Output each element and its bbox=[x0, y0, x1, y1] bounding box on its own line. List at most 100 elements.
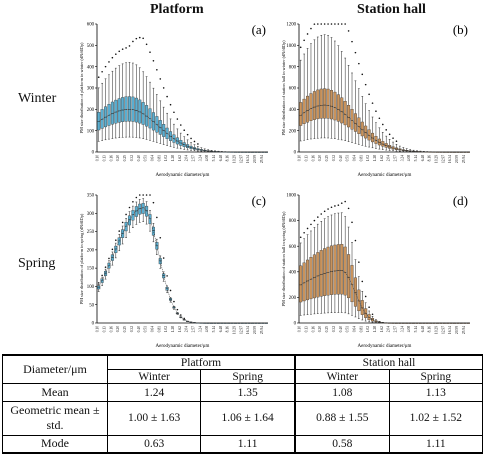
box bbox=[336, 94, 340, 122]
x-tick-label: 10.29 bbox=[233, 155, 237, 163]
y-tick-label: 50 bbox=[89, 303, 94, 308]
y-tick-label: 100 bbox=[87, 285, 95, 290]
box bbox=[97, 112, 101, 131]
outlier-point bbox=[375, 110, 377, 112]
box bbox=[104, 106, 108, 128]
box bbox=[141, 203, 145, 214]
x-tick-label: 2.57 bbox=[394, 155, 398, 161]
outlier-point bbox=[142, 194, 144, 196]
box bbox=[121, 97, 125, 122]
outlier-point bbox=[303, 231, 305, 234]
box bbox=[110, 101, 114, 125]
outlier-point bbox=[330, 23, 333, 25]
box bbox=[336, 244, 340, 295]
outlier-point bbox=[334, 23, 336, 25]
box bbox=[309, 257, 313, 300]
table-group-station-hall: Station hall bbox=[293, 354, 483, 371]
box bbox=[127, 96, 131, 122]
outlier-point bbox=[125, 213, 127, 216]
summary-table: Diameter/μm Platform Station hall Winter… bbox=[2, 354, 484, 454]
outlier-point bbox=[149, 194, 151, 196]
outlier-point bbox=[310, 223, 312, 226]
outlier-point bbox=[299, 46, 302, 49]
x-tick-label: 20.59 bbox=[455, 155, 459, 163]
box bbox=[145, 105, 149, 127]
table-cell: 1.11 bbox=[388, 434, 484, 454]
outlier-point bbox=[388, 133, 391, 136]
table-group-platform: Platform bbox=[106, 354, 296, 371]
box bbox=[312, 254, 316, 299]
x-tick-label: 0.51 bbox=[144, 155, 148, 161]
box bbox=[364, 308, 368, 318]
table-col-spring: Spring bbox=[388, 369, 484, 385]
box bbox=[326, 246, 330, 296]
x-tick-label: 0.32 bbox=[130, 155, 134, 161]
x-tick-label: 1.28 bbox=[171, 326, 175, 332]
outlier-point bbox=[152, 201, 155, 204]
x-tick-label: 8.16 bbox=[226, 326, 230, 332]
column-header-station-hall: Station hall bbox=[357, 2, 426, 17]
outlier-point bbox=[145, 43, 148, 46]
outlier-point bbox=[97, 282, 100, 284]
outlier-point bbox=[306, 33, 309, 35]
outlier-point bbox=[176, 308, 179, 311]
box bbox=[299, 265, 303, 303]
x-tick-label: 0.16 bbox=[311, 155, 315, 161]
outlier-point bbox=[364, 295, 367, 298]
y-tick-label: 150 bbox=[87, 267, 95, 272]
x-tick-label: 16.34 bbox=[448, 155, 452, 163]
x-tick-label: 12.97 bbox=[441, 155, 445, 163]
x-tick-label: 0.64 bbox=[352, 326, 356, 332]
box bbox=[145, 205, 149, 217]
x-tick-label: 10.29 bbox=[435, 326, 439, 334]
x-tick-label: 2.57 bbox=[394, 326, 398, 332]
outlier-point bbox=[115, 239, 117, 241]
outlier-point bbox=[347, 207, 350, 210]
outlier-point bbox=[354, 51, 357, 54]
outlier-point bbox=[392, 137, 394, 139]
y-tick-label: 400 bbox=[87, 65, 95, 70]
outlier-point bbox=[135, 37, 138, 40]
box bbox=[302, 98, 306, 124]
outlier-point bbox=[166, 275, 168, 277]
x-tick-label: 2.04 bbox=[387, 155, 391, 161]
outlier-point bbox=[306, 227, 309, 230]
table-cell: 0.63 bbox=[106, 434, 202, 454]
box bbox=[107, 262, 111, 269]
x-tick-label: 0.25 bbox=[325, 155, 329, 161]
outlier-point bbox=[303, 39, 305, 42]
outlier-point bbox=[183, 129, 186, 132]
x-tick-label: 0.81 bbox=[359, 155, 363, 161]
outlier-point bbox=[121, 48, 124, 50]
table-header-row: Diameter/μm Platform Station hall bbox=[2, 354, 483, 385]
outlier-point bbox=[104, 65, 107, 68]
box bbox=[371, 132, 375, 143]
x-tick-label: 0.20 bbox=[116, 155, 120, 161]
panel-label: (d) bbox=[453, 193, 468, 208]
x-tick-label: 0.13 bbox=[103, 326, 107, 332]
x-tick-label: 1.28 bbox=[171, 155, 175, 161]
box bbox=[329, 90, 333, 120]
median-trend-line bbox=[98, 109, 267, 153]
y-tick-label: 600 bbox=[289, 87, 297, 92]
box bbox=[364, 125, 368, 139]
x-tick-label: 1.02 bbox=[164, 326, 168, 332]
y-tick-label: 0 bbox=[294, 322, 297, 327]
outlier-point bbox=[128, 206, 131, 209]
x-tick-label: 25.94 bbox=[260, 155, 264, 163]
outlier-point bbox=[354, 239, 357, 242]
box bbox=[138, 99, 142, 124]
outlier-point bbox=[104, 266, 107, 268]
x-tick-label: 2.04 bbox=[185, 155, 189, 161]
outlier-point bbox=[347, 30, 350, 32]
outlier-point bbox=[395, 140, 398, 143]
outlier-point bbox=[344, 23, 346, 25]
x-tick-label: 1.28 bbox=[373, 155, 377, 161]
x-tick-label: 0.40 bbox=[339, 326, 343, 332]
table-cell: 1.06 ± 1.64 bbox=[200, 400, 296, 436]
box bbox=[329, 245, 333, 295]
y-tick-label: 300 bbox=[87, 212, 95, 217]
x-tick-label: 0.25 bbox=[123, 326, 127, 332]
box bbox=[151, 226, 155, 236]
x-tick-label: 0.25 bbox=[123, 155, 127, 161]
